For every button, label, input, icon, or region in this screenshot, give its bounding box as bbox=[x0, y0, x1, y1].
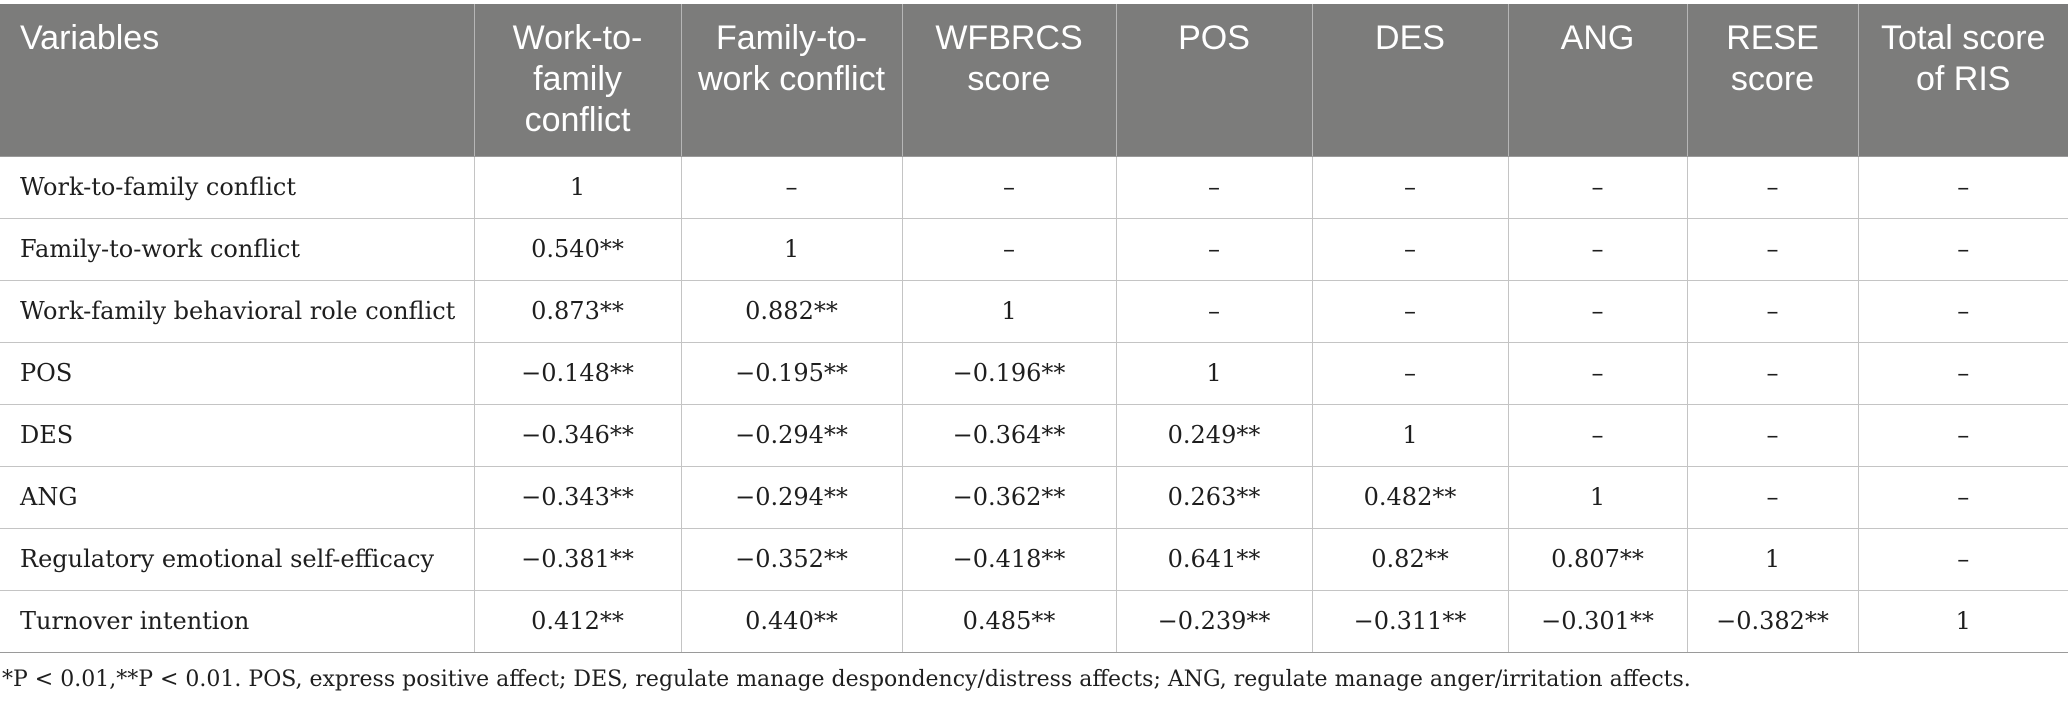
table-row: Regulatory emotional self-efficacy −0.381… bbox=[0, 528, 2068, 591]
row-label-cell: DES bbox=[0, 404, 474, 467]
correlation-value-cell: – bbox=[1857, 466, 2068, 529]
correlation-value-cell: – bbox=[1507, 404, 1687, 467]
correlation-value-cell: – bbox=[1686, 280, 1858, 343]
correlation-value-cell: 1 bbox=[1857, 590, 2068, 653]
correlation-value-cell: −0.352** bbox=[680, 528, 902, 591]
correlation-value-cell: – bbox=[1115, 156, 1312, 219]
correlation-value-cell: – bbox=[1857, 218, 2068, 281]
correlation-value-cell: – bbox=[1507, 218, 1687, 281]
correlation-table-container: Variables Work-to-family conflict Family… bbox=[0, 4, 2068, 692]
correlation-value-cell: 1 bbox=[473, 156, 681, 219]
correlation-value-cell: 1 bbox=[901, 280, 1116, 343]
correlation-value-cell: – bbox=[1857, 528, 2068, 591]
correlation-value-cell: 0.482** bbox=[1311, 466, 1508, 529]
header-wfbrcs-score: WFBRCS score bbox=[901, 4, 1116, 157]
correlation-value-cell: −0.294** bbox=[680, 466, 902, 529]
correlation-value-cell: – bbox=[1686, 404, 1858, 467]
correlation-value-cell: −0.196** bbox=[901, 342, 1116, 405]
correlation-value-cell: −0.294** bbox=[680, 404, 902, 467]
correlation-value-cell: 0.882** bbox=[680, 280, 902, 343]
row-label-cell: Family-to-work conflict bbox=[0, 218, 474, 281]
correlation-value-cell: – bbox=[1311, 218, 1508, 281]
header-ang: ANG bbox=[1507, 4, 1687, 157]
table-row: Work-family behavioral role conflict 0.87… bbox=[0, 280, 2068, 343]
header-total-score-ris: Total score of RIS bbox=[1857, 4, 2068, 157]
correlation-value-cell: −0.362** bbox=[901, 466, 1116, 529]
correlation-value-cell: 0.641** bbox=[1115, 528, 1312, 591]
correlation-value-cell: – bbox=[1857, 280, 2068, 343]
correlation-value-cell: 0.873** bbox=[473, 280, 681, 343]
table-body: Work-to-family conflict 1– – – – – – – Family-to… bbox=[0, 156, 2068, 653]
correlation-value-cell: – bbox=[1115, 218, 1312, 281]
correlation-value-cell: – bbox=[1507, 342, 1687, 405]
table-header-row: Variables Work-to-family conflict Family… bbox=[0, 4, 2068, 157]
correlation-value-cell: −0.311** bbox=[1311, 590, 1508, 653]
row-label-cell: Turnover intention bbox=[0, 590, 474, 653]
correlation-value-cell: 1 bbox=[680, 218, 902, 281]
correlation-value-cell: 1 bbox=[1686, 528, 1858, 591]
correlation-value-cell: −0.301** bbox=[1507, 590, 1687, 653]
correlation-value-cell: −0.418** bbox=[901, 528, 1116, 591]
table-row: POS −0.148** −0.195** −0.196** 1– – – – bbox=[0, 342, 2068, 405]
correlation-value-cell: −0.382** bbox=[1686, 590, 1858, 653]
correlation-value-cell: −0.381** bbox=[473, 528, 681, 591]
correlation-value-cell: 1 bbox=[1311, 404, 1508, 467]
header-pos: POS bbox=[1115, 4, 1312, 157]
correlation-value-cell: – bbox=[1311, 342, 1508, 405]
row-label-cell: POS bbox=[0, 342, 474, 405]
correlation-value-cell: −0.364** bbox=[901, 404, 1116, 467]
correlation-value-cell: 1 bbox=[1507, 466, 1687, 529]
correlation-value-cell: – bbox=[1857, 342, 2068, 405]
correlation-value-cell: – bbox=[901, 156, 1116, 219]
header-variables: Variables bbox=[0, 4, 474, 157]
table-row: Turnover intention 0.412** 0.440** 0.485** −… bbox=[0, 590, 2068, 653]
correlation-value-cell: – bbox=[1115, 280, 1312, 343]
correlation-value-cell: – bbox=[1686, 342, 1858, 405]
correlation-table: Variables Work-to-family conflict Family… bbox=[0, 4, 2068, 653]
correlation-value-cell: – bbox=[1311, 280, 1508, 343]
correlation-value-cell: 0.485** bbox=[901, 590, 1116, 653]
table-footnote: *P < 0.01,**P < 0.01. POS, express posit… bbox=[2, 666, 1691, 692]
correlation-value-cell: −0.148** bbox=[473, 342, 681, 405]
correlation-value-cell: – bbox=[901, 218, 1116, 281]
correlation-value-cell: – bbox=[1507, 156, 1687, 219]
correlation-value-cell: −0.239** bbox=[1115, 590, 1312, 653]
header-family-to-work-conflict: Family-to-work conflict bbox=[680, 4, 902, 157]
header-des: DES bbox=[1311, 4, 1508, 157]
correlation-value-cell: 0.540** bbox=[473, 218, 681, 281]
correlation-value-cell: – bbox=[1507, 280, 1687, 343]
correlation-value-cell: – bbox=[1857, 404, 2068, 467]
correlation-value-cell: – bbox=[1686, 156, 1858, 219]
correlation-value-cell: 0.82** bbox=[1311, 528, 1508, 591]
correlation-value-cell: −0.346** bbox=[473, 404, 681, 467]
correlation-value-cell: 0.807** bbox=[1507, 528, 1687, 591]
correlation-value-cell: – bbox=[1686, 218, 1858, 281]
row-label-cell: Regulatory emotional self-efficacy bbox=[0, 528, 474, 591]
row-label-cell: ANG bbox=[0, 466, 474, 529]
correlation-value-cell: 0.412** bbox=[473, 590, 681, 653]
correlation-value-cell: – bbox=[1311, 156, 1508, 219]
row-label-cell: Work-family behavioral role conflict bbox=[0, 280, 474, 343]
table-row: ANG −0.343** −0.294** −0.362** 0.263** 0.482*… bbox=[0, 466, 2068, 529]
table-row: DES −0.346** −0.294** −0.364** 0.249** 1– – – bbox=[0, 404, 2068, 467]
correlation-value-cell: – bbox=[680, 156, 902, 219]
correlation-value-cell: – bbox=[1857, 156, 2068, 219]
header-work-to-family-conflict: Work-to-family conflict bbox=[473, 4, 681, 157]
correlation-value-cell: 0.440** bbox=[680, 590, 902, 653]
correlation-value-cell: 0.263** bbox=[1115, 466, 1312, 529]
correlation-value-cell: −0.195** bbox=[680, 342, 902, 405]
table-row: Family-to-work conflict 0.540** 1– – – – – – bbox=[0, 218, 2068, 281]
table-row: Work-to-family conflict 1– – – – – – – bbox=[0, 156, 2068, 219]
row-label-cell: Work-to-family conflict bbox=[0, 156, 474, 219]
correlation-value-cell: 1 bbox=[1115, 342, 1312, 405]
header-rese-score: RESE score bbox=[1686, 4, 1858, 157]
correlation-value-cell: – bbox=[1686, 466, 1858, 529]
correlation-value-cell: 0.249** bbox=[1115, 404, 1312, 467]
correlation-value-cell: −0.343** bbox=[473, 466, 681, 529]
